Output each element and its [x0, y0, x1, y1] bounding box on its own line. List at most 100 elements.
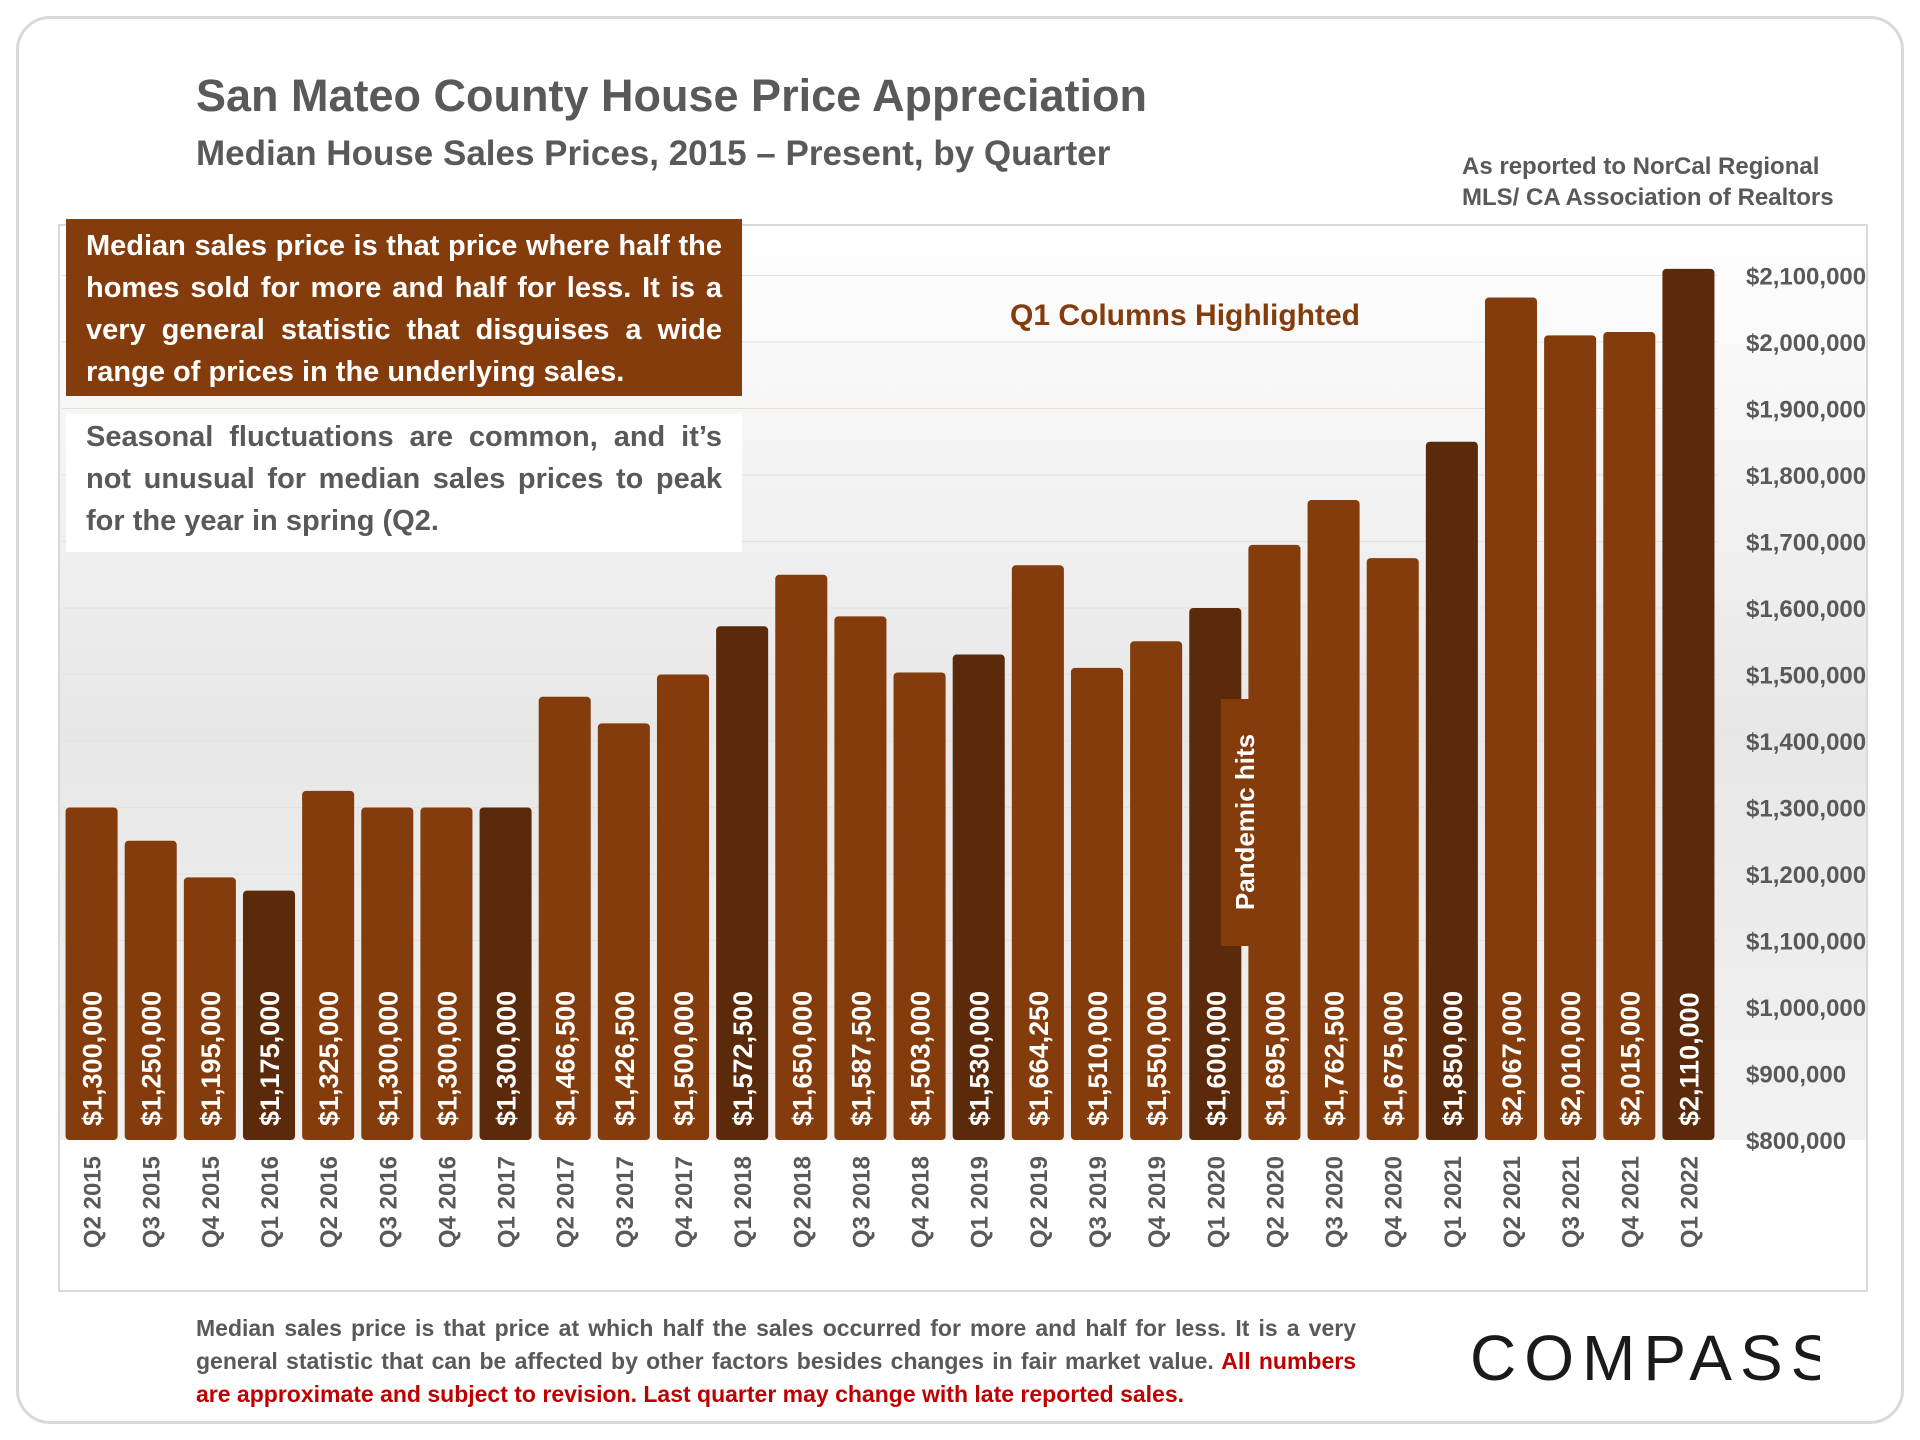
bar-value-label: $1,300,000	[492, 991, 522, 1126]
bar-value-label: $1,500,000	[669, 991, 699, 1126]
bar-value-label: $2,067,000	[1497, 991, 1527, 1126]
x-tick-label: Q1 2019	[967, 1156, 994, 1248]
highlight-note: Q1 Columns Highlighted	[1010, 299, 1360, 332]
bar-value-label: $1,762,500	[1320, 991, 1350, 1126]
x-tick-label: Q4 2021	[1617, 1156, 1644, 1248]
bar-value-label: $1,850,000	[1438, 991, 1468, 1126]
y-tick-label: $1,400,000	[1746, 729, 1866, 756]
x-tick-label: Q2 2021	[1499, 1156, 1526, 1248]
bar-value-label: $1,600,000	[1201, 991, 1231, 1126]
plot-area	[58, 224, 1868, 1292]
y-tick-label: $900,000	[1746, 1062, 1846, 1089]
bar-value-label: $2,110,000	[1674, 992, 1704, 1126]
y-tick-label: $1,600,000	[1746, 596, 1866, 623]
x-tick-label: Q3 2017	[612, 1156, 639, 1248]
bar-value-label: $1,695,000	[1260, 991, 1290, 1126]
y-tick-label: $2,100,000	[1746, 264, 1866, 291]
footer-note-text: Median sales price is that price at whic…	[196, 1315, 1356, 1374]
bar	[538, 696, 591, 1140]
bar	[597, 723, 650, 1140]
x-tick-label: Q3 2018	[848, 1156, 875, 1248]
y-tick-label: $2,000,000	[1746, 330, 1866, 357]
bar	[893, 672, 946, 1140]
y-tick-label: $1,000,000	[1746, 995, 1866, 1022]
bar-value-label: $1,510,000	[1083, 991, 1113, 1126]
x-tick-label: Q4 2020	[1381, 1156, 1408, 1248]
bar-value-label: $1,300,000	[78, 991, 108, 1126]
pandemic-annotation-text: Pandemic hits	[1230, 734, 1260, 910]
x-tick-label: Q3 2020	[1322, 1156, 1349, 1248]
bar	[420, 807, 473, 1140]
x-tick-label: Q1 2016	[257, 1156, 284, 1248]
seasonal-note-box: Seasonal fluctuations are common, and it…	[66, 414, 742, 552]
bar-value-label: $1,503,000	[906, 991, 936, 1126]
footer-note: Median sales price is that price at whic…	[196, 1312, 1356, 1411]
bar-value-label: $1,572,500	[728, 991, 758, 1126]
bar-value-label: $2,010,000	[1556, 991, 1586, 1126]
y-tick-label: $1,700,000	[1746, 530, 1866, 557]
compass-logo-text: COMPASS	[1470, 1322, 1820, 1394]
bar-value-label: $1,587,500	[846, 991, 876, 1126]
bar	[1484, 297, 1538, 1140]
bar	[775, 574, 828, 1140]
bar	[65, 807, 118, 1140]
bar	[834, 616, 887, 1140]
x-tick-label: Q2 2017	[553, 1156, 580, 1248]
y-tick-label: $1,900,000	[1746, 397, 1866, 424]
bar	[302, 790, 355, 1140]
y-tick-label: $800,000	[1746, 1128, 1846, 1155]
bar	[361, 807, 414, 1140]
bar	[1662, 268, 1715, 1141]
bar-inner-highlight	[491, 814, 520, 1132]
footer-disclaimer: All numbers are approximate and subject …	[196, 1348, 1356, 1407]
bar-value-label: $1,426,500	[610, 991, 640, 1126]
bar	[952, 654, 1005, 1140]
x-tick-label: Q3 2021	[1558, 1156, 1585, 1248]
source-note: As reported to NorCal Regional MLS/ CA A…	[1462, 153, 1834, 211]
bar-value-label: $1,650,000	[787, 991, 817, 1126]
bar	[656, 674, 710, 1140]
bar	[1248, 544, 1301, 1140]
bar-value-label: $1,675,000	[1379, 991, 1409, 1126]
x-tick-label: Q1 2022	[1676, 1156, 1703, 1248]
x-tick-label: Q4 2015	[198, 1156, 225, 1248]
x-tick-label: Q4 2018	[908, 1156, 935, 1248]
bar-value-label: $1,250,000	[137, 991, 167, 1126]
chart-subtitle: Median House Sales Prices, 2015 – Presen…	[196, 134, 1111, 173]
y-tick-label: $1,800,000	[1746, 463, 1866, 490]
x-tick-label: Q1 2018	[730, 1156, 757, 1248]
bar	[1307, 499, 1360, 1140]
x-tick-label: Q2 2020	[1262, 1156, 1289, 1248]
bar	[183, 877, 236, 1140]
y-tick-label: $1,300,000	[1746, 796, 1866, 823]
bar	[1366, 558, 1419, 1140]
x-tick-label: Q1 2021	[1440, 1156, 1467, 1248]
bar	[1070, 667, 1124, 1140]
bar	[1130, 641, 1183, 1140]
bar	[242, 890, 296, 1140]
bar-value-label: $1,175,000	[255, 991, 285, 1126]
bar-value-label: $2,015,000	[1615, 991, 1645, 1126]
x-tick-label: Q3 2016	[375, 1156, 402, 1248]
chart-title: San Mateo County House Price Appreciatio…	[196, 70, 1147, 121]
compass-logo: COMPASS	[1470, 1318, 1833, 1398]
bar-value-label: $1,300,000	[432, 991, 462, 1126]
y-tick-label: $1,200,000	[1746, 862, 1866, 889]
y-tick-label: $1,500,000	[1746, 663, 1866, 690]
x-tick-label: Q1 2017	[494, 1156, 521, 1248]
x-tick-label: Q4 2019	[1144, 1156, 1171, 1248]
bar	[1011, 565, 1064, 1140]
pandemic-annotation-box	[1220, 699, 1269, 946]
bar-value-label: $1,550,000	[1142, 991, 1172, 1126]
bar-value-label: $1,530,000	[965, 991, 995, 1126]
median-definition-box: Median sales price is that price where h…	[66, 219, 742, 396]
bar	[1544, 335, 1597, 1141]
x-tick-label: Q3 2019	[1085, 1156, 1112, 1248]
bar-value-label: $1,195,000	[196, 991, 226, 1126]
x-tick-label: Q4 2017	[671, 1156, 698, 1248]
bar-value-label: $1,466,500	[551, 991, 581, 1126]
bar-value-label: $1,300,000	[373, 991, 403, 1126]
bar	[124, 840, 177, 1140]
y-tick-label: $1,100,000	[1746, 929, 1866, 956]
bar	[1603, 332, 1656, 1140]
